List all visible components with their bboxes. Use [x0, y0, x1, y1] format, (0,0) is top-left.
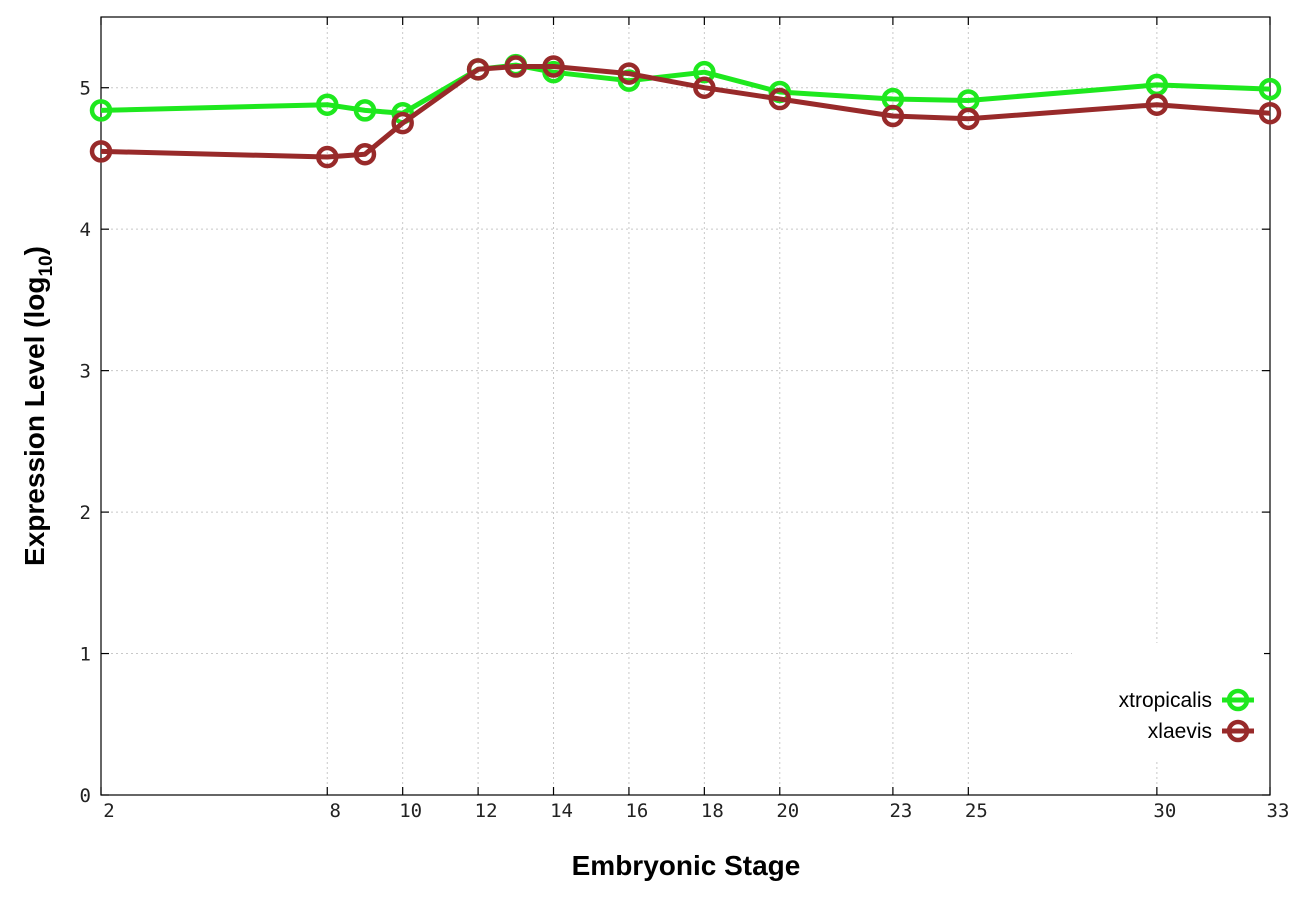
data-point	[316, 93, 339, 116]
y-tick-label: 3	[80, 361, 91, 383]
legend-marker-xlaevis	[1226, 719, 1250, 743]
y-axis-title-main: Expression Level (log	[19, 277, 50, 566]
data-point	[316, 145, 339, 169]
y-axis-title-close: )	[19, 246, 50, 255]
legend-marker-xtropicalis	[1226, 688, 1250, 712]
y-tick-label: 1	[80, 644, 91, 666]
series	[89, 53, 1282, 169]
y-tick-label: 2	[80, 502, 91, 524]
data-point	[693, 60, 716, 84]
data-point	[1145, 93, 1169, 116]
x-tick-label: 30	[1153, 800, 1176, 822]
series-xlaevis	[89, 55, 1282, 169]
data-point	[1258, 77, 1282, 101]
x-tick-labels: 2 8 10 12 14 16 18 20 23 25 30 33	[103, 800, 1289, 822]
series-line-xlaevis	[100, 64, 1271, 160]
x-tick-label: 2	[103, 800, 114, 822]
data-point	[542, 55, 565, 78]
y-axis-title: Expression Level (log10)	[19, 246, 57, 566]
x-tick-label: 10	[399, 800, 422, 822]
data-point	[881, 104, 905, 128]
series-line-xtropicalis	[100, 62, 1271, 116]
data-point	[693, 76, 716, 99]
data-point	[391, 111, 414, 135]
series-xtropicalis	[89, 53, 1282, 125]
y-axis-title-subscript: 10	[36, 255, 57, 276]
data-point	[504, 55, 528, 78]
data-point	[1258, 101, 1282, 125]
x-tick-label: 18	[701, 800, 724, 822]
y-tick-label: 5	[80, 78, 91, 100]
x-tick-label: 16	[625, 800, 648, 822]
data-point	[353, 99, 377, 122]
data-point	[466, 58, 490, 81]
x-tick-label: 33	[1267, 800, 1290, 822]
legend-label-xlaevis: xlaevis	[1148, 720, 1212, 743]
y-tick-labels: 0 1 2 3 4 5	[80, 78, 91, 807]
legend-label-xtropicalis: xtropicalis	[1119, 689, 1212, 712]
x-tick-label: 12	[475, 800, 498, 822]
y-tick-label: 0	[80, 785, 91, 807]
plot-frame	[100, 16, 1271, 796]
x-tick-label: 20	[776, 800, 799, 822]
x-axis-title: Embryonic Stage	[572, 850, 801, 881]
x-tick-label: 8	[330, 800, 341, 822]
data-point	[768, 87, 792, 111]
data-point	[89, 99, 113, 122]
data-point	[89, 140, 113, 163]
legend: xtropicalis xlaevis	[1072, 643, 1264, 759]
x-tick-label: 25	[965, 800, 988, 822]
data-point	[353, 142, 377, 166]
data-point	[957, 107, 980, 131]
y-tick-label: 4	[80, 219, 91, 241]
data-point	[617, 62, 641, 85]
x-tick-label: 14	[550, 800, 573, 822]
x-tick-label: 23	[889, 800, 912, 822]
